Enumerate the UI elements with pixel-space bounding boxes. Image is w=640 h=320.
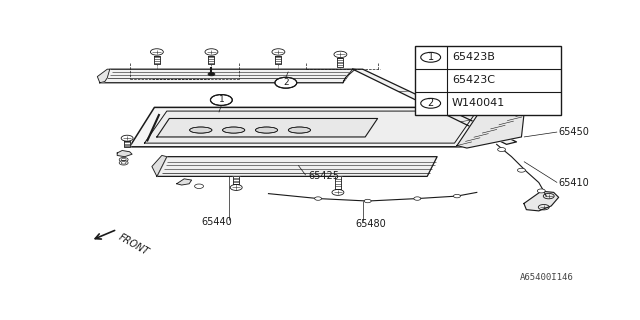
Text: 65480: 65480 [355, 220, 386, 229]
Text: 65440: 65440 [202, 217, 232, 227]
Ellipse shape [189, 127, 212, 133]
Text: 65425: 65425 [308, 172, 339, 181]
Polygon shape [343, 69, 355, 83]
Polygon shape [124, 141, 130, 147]
Polygon shape [177, 179, 191, 185]
Polygon shape [152, 156, 167, 176]
Circle shape [119, 157, 128, 162]
Text: 65450: 65450 [559, 127, 589, 137]
Circle shape [364, 199, 371, 203]
Polygon shape [100, 69, 353, 83]
Polygon shape [117, 150, 132, 157]
Polygon shape [457, 110, 524, 148]
Text: 65423B: 65423B [452, 52, 495, 62]
Polygon shape [145, 111, 477, 143]
Circle shape [211, 95, 232, 105]
Text: 2: 2 [428, 98, 434, 108]
Circle shape [208, 72, 215, 76]
Text: 1: 1 [428, 52, 434, 62]
Polygon shape [97, 69, 110, 83]
Polygon shape [524, 191, 559, 211]
Circle shape [454, 194, 460, 198]
Polygon shape [209, 56, 214, 64]
Circle shape [498, 148, 506, 151]
Ellipse shape [223, 127, 245, 133]
Polygon shape [154, 56, 160, 64]
Circle shape [538, 189, 545, 193]
Text: 2: 2 [283, 78, 289, 87]
Polygon shape [275, 56, 282, 64]
Bar [415, 46, 561, 115]
Polygon shape [129, 108, 486, 147]
Polygon shape [353, 69, 516, 144]
Text: FRONT: FRONT [117, 232, 151, 257]
Polygon shape [157, 118, 378, 137]
Circle shape [315, 197, 321, 200]
Polygon shape [233, 176, 239, 184]
Circle shape [195, 184, 204, 188]
Polygon shape [157, 157, 437, 176]
Text: 1: 1 [218, 95, 224, 105]
Circle shape [119, 161, 128, 165]
Polygon shape [335, 176, 341, 189]
Text: 65410: 65410 [559, 178, 589, 188]
Text: W140041: W140041 [452, 98, 505, 108]
Ellipse shape [255, 127, 278, 133]
Ellipse shape [288, 127, 310, 133]
Text: A65400I146: A65400I146 [520, 273, 573, 282]
Circle shape [518, 168, 525, 172]
Polygon shape [337, 58, 344, 67]
Circle shape [275, 77, 297, 88]
Text: 65423C: 65423C [452, 75, 495, 85]
Circle shape [414, 197, 420, 200]
